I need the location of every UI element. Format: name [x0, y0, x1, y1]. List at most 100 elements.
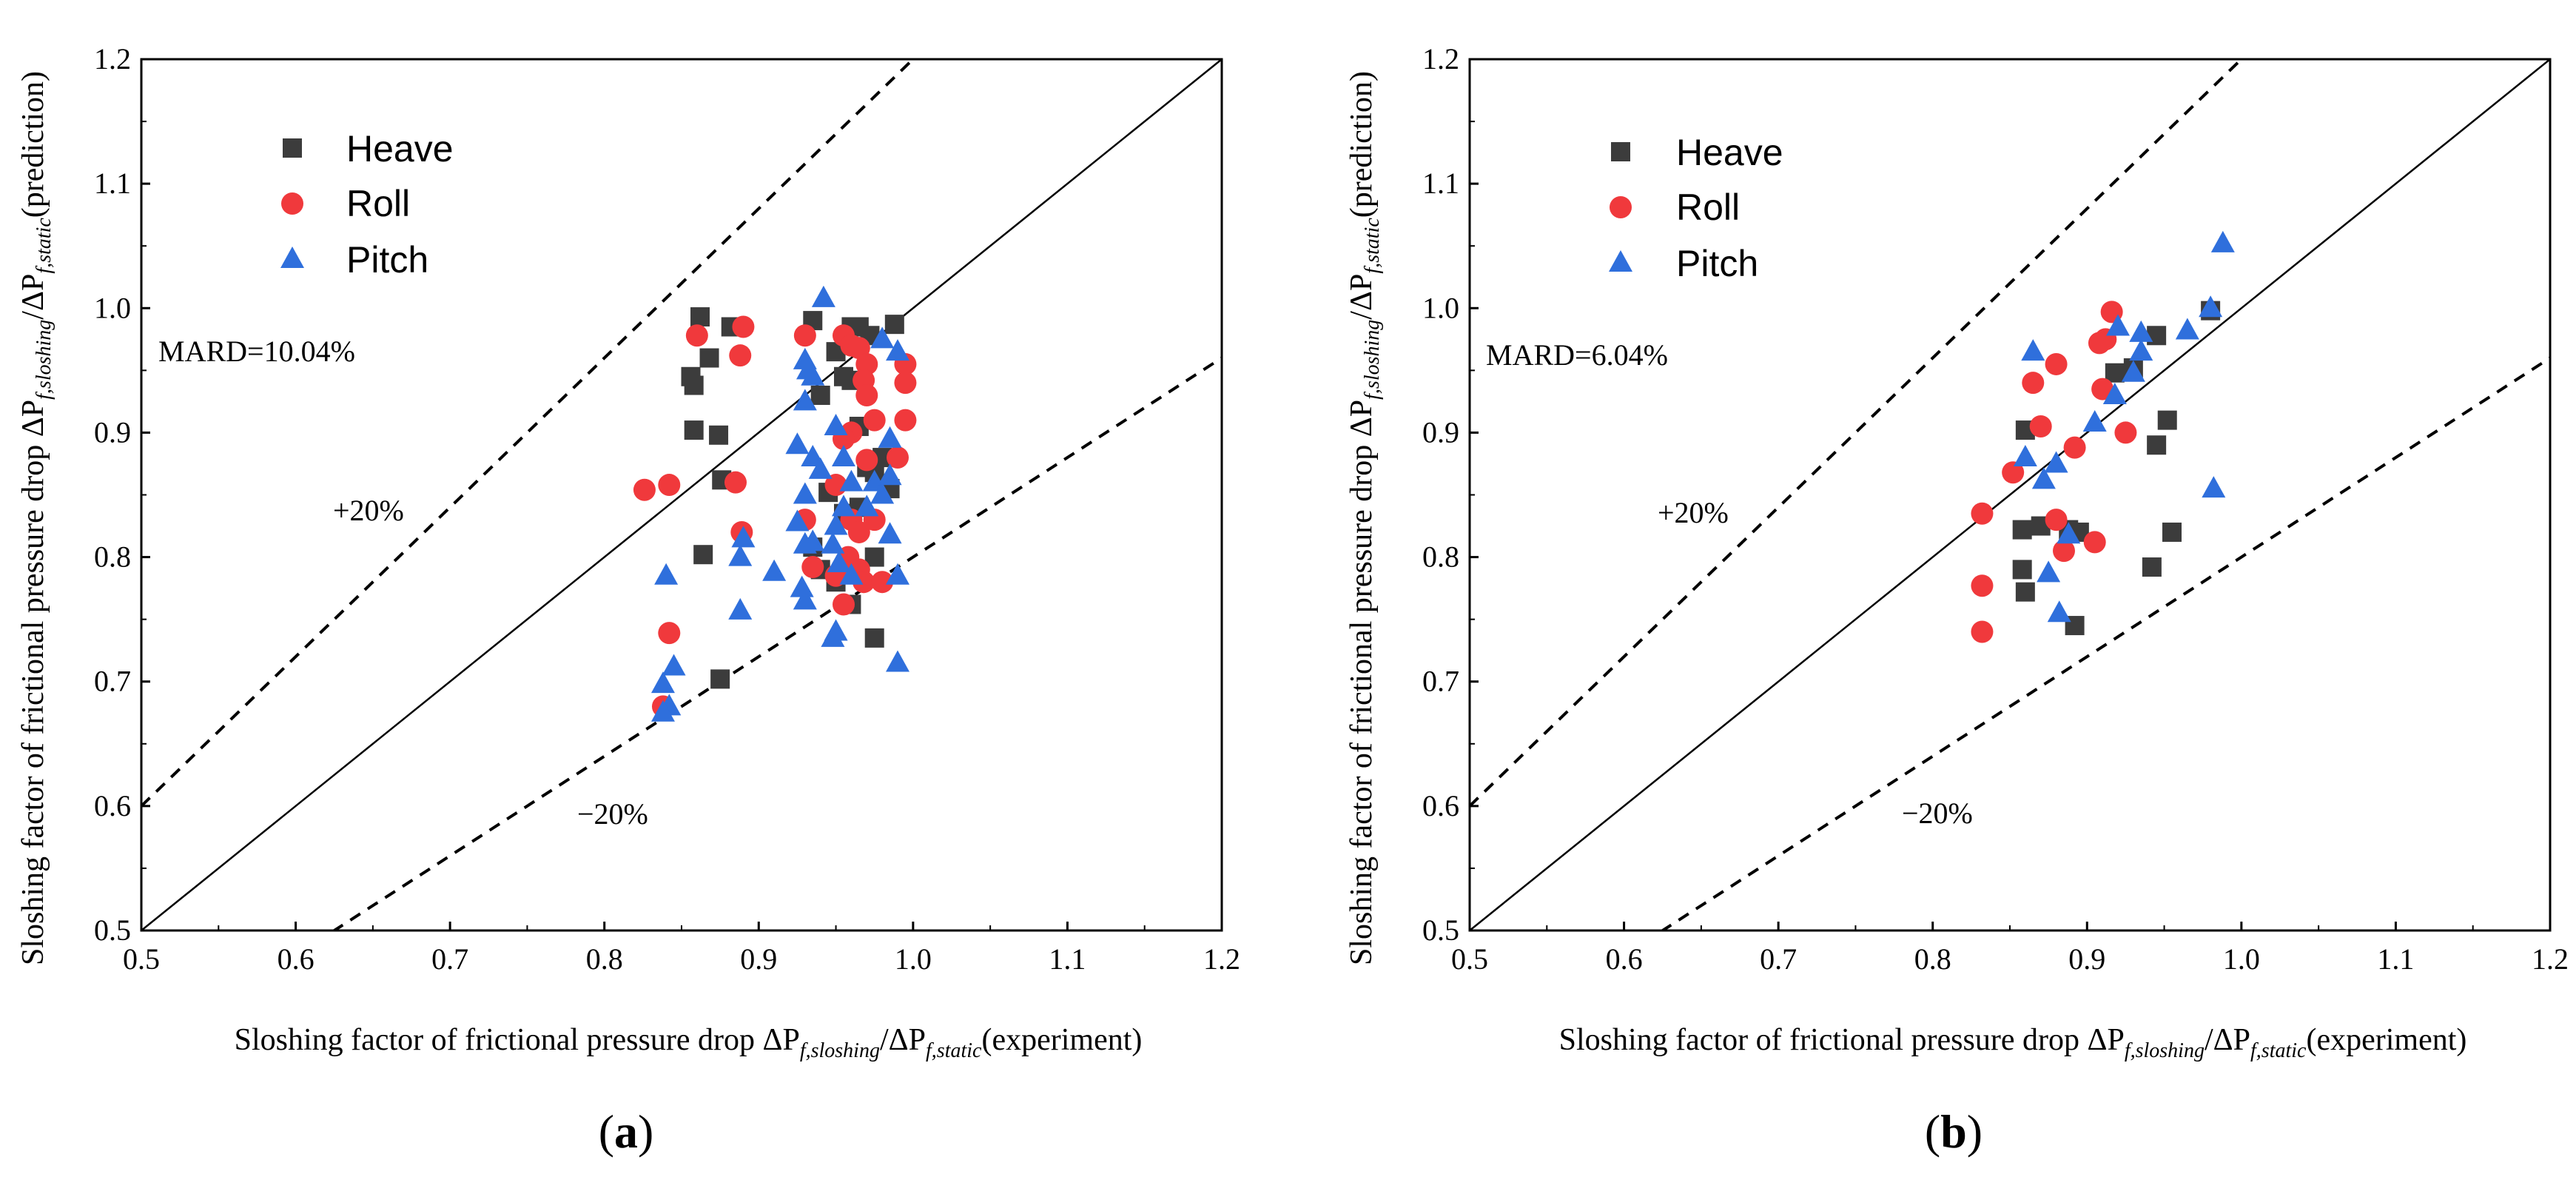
panel-b-heave-point [2012, 520, 2032, 540]
panel-b-heave-point [2012, 560, 2032, 580]
panel-b-x-tick-label: 1.0 [2223, 942, 2260, 976]
panel-b-pitch-point [2044, 451, 2068, 473]
panel-a-heave-point [864, 628, 884, 648]
panel-a-y-tick-label: 0.5 [94, 913, 131, 947]
panel-a-pitch-point [878, 522, 902, 544]
panel-a-pitch-point [821, 532, 845, 554]
panel-b-y-tick-label: 1.0 [1422, 291, 1459, 324]
panel-a-pitch-point [785, 432, 810, 455]
panel-b-series-roll [1971, 301, 2137, 643]
panel-b-roll-point [2022, 372, 2045, 395]
panel-a-roll-point [729, 344, 752, 367]
panel-a-legend: Heave Roll Pitch [280, 128, 454, 281]
panel-a-x-axis-title: Sloshing factor of frictional pressure d… [235, 1023, 1143, 1062]
panel-a-pitch-point [824, 513, 848, 535]
panel-a-pitch-point [728, 597, 753, 620]
panel-a-heave-point [810, 385, 830, 405]
panel-a-heave-point [709, 425, 729, 445]
panel-a-plus20-line [141, 59, 915, 808]
panel-b-y-tick-label: 0.6 [1422, 789, 1459, 822]
panel-b-pitch-point [2082, 409, 2107, 432]
panel-b-x-axis-title: Sloshing factor of frictional pressure d… [1559, 1023, 2467, 1062]
panel-b-heave-point [2105, 363, 2125, 383]
panel-a-pitch-point [878, 463, 902, 486]
panel-a-pitch-point [839, 563, 864, 585]
panel-a-x-tick-label: 1.1 [1049, 942, 1086, 976]
panel-b-pitch-point [2013, 445, 2037, 467]
panel-b-x-tick-label: 1.2 [2532, 942, 2569, 976]
panel-a-x-tick-label: 0.6 [278, 942, 315, 976]
panel-b-pitch-point [2031, 467, 2056, 489]
legend-pitch-marker [1609, 250, 1632, 272]
panel-a-heave-point [693, 545, 713, 565]
panel-a-minus20-line [332, 356, 1222, 930]
panel-a-pitch-point [808, 457, 833, 479]
panel-a-roll-point [658, 622, 681, 645]
legend-roll-marker [281, 192, 303, 215]
panel-b-minus20-line [1660, 356, 2550, 930]
panel-a-pitch-point [785, 509, 810, 532]
panel-b-roll-point [2063, 436, 2086, 459]
panel-b-reference-lines [1470, 59, 2550, 930]
panel-a-pitch-point [728, 544, 753, 566]
panel-a-roll-point [793, 324, 816, 347]
panel-a-x-tick-label: 0.8 [586, 942, 623, 976]
panel-b-pitch-point [2047, 600, 2071, 623]
panel-a-roll-point [732, 315, 755, 338]
panel-a-pitch-point [886, 650, 909, 672]
panel-b-marks: 0.50.5 0.6 0.6 0.7 0.7 0.8 0.8 0.9 0.9 1.0 1.0 1.1 1… [1422, 42, 2569, 976]
panel-b-y-axis-title: Sloshing factor of frictional pressure d… [1345, 71, 1384, 965]
panel-a-roll-point [855, 449, 878, 472]
panel-a-roll-point [685, 324, 708, 347]
panel-a-pitch-point [821, 625, 845, 647]
panel-b-y-tick-label: 1.2 [1422, 42, 1459, 76]
legend-pitch-label: Pitch [1676, 243, 1758, 284]
panel-a-pitch-point [827, 550, 851, 572]
panel-a-pitch-point [839, 469, 864, 492]
panel-a-roll-point [801, 556, 824, 579]
panel-a-pitch-point [793, 588, 817, 610]
panel-a-y-tick-label: 0.8 [94, 540, 131, 574]
panel-a-roll-point [658, 474, 681, 497]
panel-b-pitch-point [2037, 560, 2061, 583]
panel-a-x-tick-label: 1.2 [1203, 942, 1240, 976]
legend-pitch-marker [280, 247, 304, 268]
panel-b-pitch-point [2102, 382, 2127, 404]
panel-b-roll-point [2002, 461, 2025, 484]
panel-a-series-roll [633, 315, 917, 718]
panel-b-roll-point [2045, 352, 2068, 375]
panel-b-y-tick-label: 0.5 [1422, 913, 1459, 947]
panel-a: 0.50.5 0.6 0.6 0.7 0.7 0.8 0.8 0.9 0.9 1.0 1.0 1.1 1… [16, 42, 1240, 1158]
panel-a-x-tick-label: 0.7 [431, 942, 468, 976]
panel-a-pitch-point [762, 559, 787, 581]
panel-a-pitch-point [793, 389, 817, 411]
panel-b-plus20-annotation: +20% [1658, 496, 1729, 529]
panel-b-roll-point [1971, 620, 1994, 643]
panel-a-reference-lines [141, 59, 1222, 930]
panel-a-roll-point [855, 383, 878, 406]
panel-a-pitch-point [650, 671, 675, 694]
panel-b-roll-point [2088, 332, 2111, 355]
panel-b-mard-annotation: MARD=6.04% [1486, 338, 1668, 372]
panel-a-pitch-point [811, 285, 835, 307]
panel-b-pitch-point [2202, 476, 2226, 498]
panel-b-x-tick-label: 0.9 [2068, 942, 2105, 976]
panel-a-mard-annotation: MARD=10.04% [158, 335, 355, 368]
panel-a-plus20-annotation: +20% [333, 494, 404, 527]
panel-b-x-tick-label: 0.5 [1451, 942, 1488, 976]
panel-b-roll-point [2029, 415, 2052, 438]
panel-a-pitch-point [654, 563, 679, 585]
panel-b-roll-point [2091, 378, 2114, 400]
legend-heave-label: Heave [1676, 132, 1783, 173]
panel-a-x-tick-label: 0.9 [740, 942, 777, 976]
panel-b-pitch-point [2129, 339, 2153, 361]
legend-pitch-label: Pitch [346, 239, 428, 281]
panel-a-heave-point [699, 348, 719, 368]
panel-a-pitch-point [886, 563, 909, 585]
panel-a-y-tick-label: 1.0 [94, 291, 131, 324]
panel-b-minus20-annotation: −20% [1902, 797, 1973, 830]
panel-b-heave-point [2157, 410, 2177, 430]
panel-a-pitch-point [870, 482, 895, 504]
legend-roll-marker [1610, 196, 1632, 218]
legend-heave-marker [1611, 142, 1630, 161]
